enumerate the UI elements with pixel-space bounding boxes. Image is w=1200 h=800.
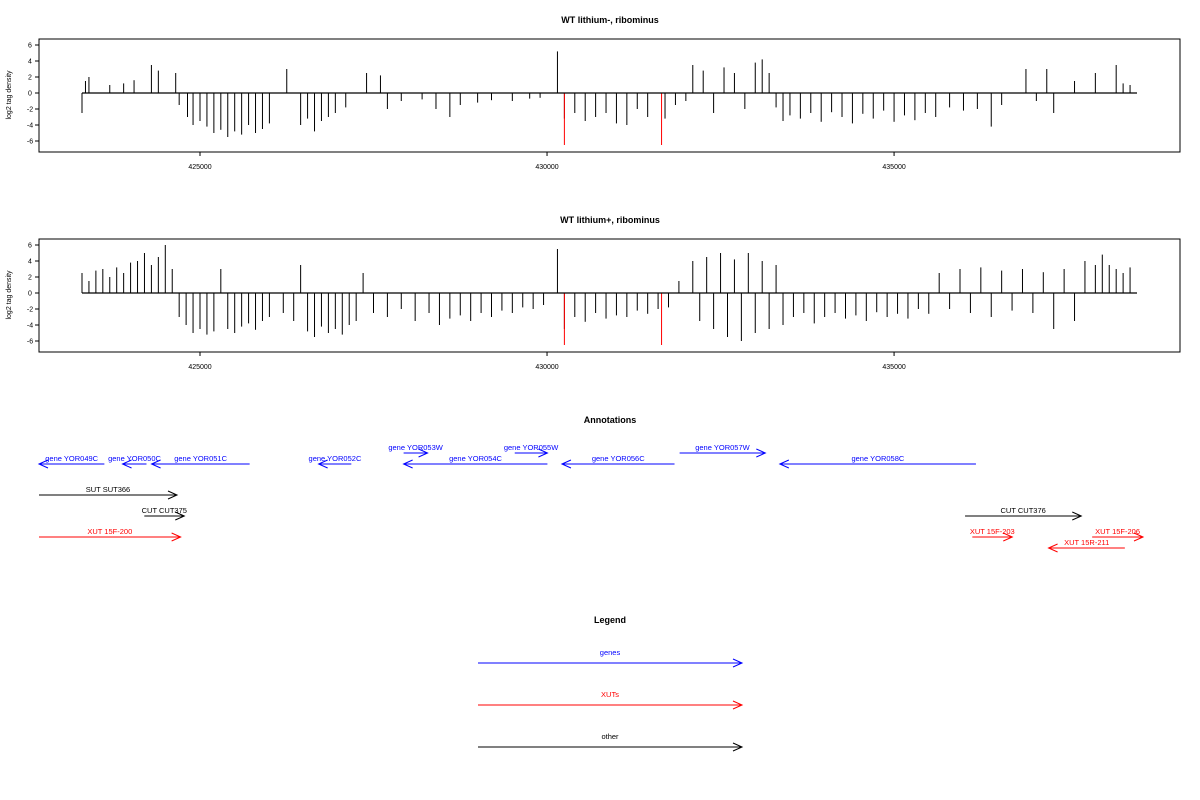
x-axis: 425000 430000 435000	[188, 152, 906, 171]
legend: Legend genes XUTs other	[478, 615, 744, 752]
x-tick-label: 425000	[188, 164, 211, 171]
annotation-label: gene YOR051C	[174, 454, 227, 463]
annotation-label: gene YOR056C	[592, 454, 645, 463]
annotation-arrow: XUT 15F-203	[970, 527, 1015, 542]
y-tick-label: -4	[27, 323, 33, 330]
annotation-arrow: gene YOR050C	[108, 454, 161, 469]
annotation-label: gene YOR054C	[449, 454, 502, 463]
plot-frame	[38, 238, 1181, 353]
legend-items: genes XUTs other	[478, 648, 744, 752]
y-tick-label: -2	[27, 307, 33, 314]
y-axis-label: log2 tag density	[6, 270, 13, 320]
legend-item: genes	[478, 648, 744, 668]
bar-series	[81, 51, 1131, 145]
panel-title: WT lithium+, ribominus	[560, 215, 660, 225]
annotation-label: CUT CUT376	[1001, 506, 1046, 515]
x-axis: 425000 430000 435000	[188, 352, 906, 371]
annotation-arrow: XUT 15R-211	[1047, 538, 1125, 553]
annotation-arrow: CUT CUT376	[965, 506, 1083, 521]
annotation-label: gene YOR049C	[45, 454, 98, 463]
y-tick-label: 0	[28, 91, 32, 98]
legend-label: genes	[600, 648, 621, 657]
legend-item: XUTs	[478, 690, 744, 710]
annotations-track: Annotations gene YOR049C gene YOR050C gene…	[37, 415, 1145, 553]
track-panel-lithium-plus: WT lithium+, ribominus log2 tag density …	[6, 215, 1181, 371]
y-tick-label: 0	[28, 291, 32, 298]
y-tick-label: -6	[27, 339, 33, 346]
annotation-arrow: XUT 15F-206	[1092, 527, 1145, 542]
y-tick-label: -2	[27, 107, 33, 114]
annotation-arrow: gene YOR051C	[150, 454, 250, 469]
y-tick-label: 2	[28, 75, 32, 82]
annotation-label: XUT 15F-206	[1095, 527, 1140, 536]
annotation-arrow: gene YOR055W	[504, 443, 559, 458]
y-tick-label: 4	[28, 59, 32, 66]
annotation-label: gene YOR057W	[695, 443, 750, 452]
y-tick-label: 2	[28, 275, 32, 282]
legend-label: other	[601, 732, 619, 741]
x-tick-label: 425000	[188, 364, 211, 371]
annotation-label: XUT 15F-200	[87, 527, 132, 536]
plot-frame	[38, 38, 1181, 153]
annotation-arrow: gene YOR056C	[560, 454, 675, 469]
annotation-label: XUT 15F-203	[970, 527, 1015, 536]
annotation-arrow: gene YOR057W	[679, 443, 767, 458]
annotation-arrow: gene YOR053W	[388, 443, 444, 458]
annotation-label: gene YOR052C	[309, 454, 362, 463]
annotation-label: gene YOR055W	[504, 443, 559, 452]
annotation-arrow: gene YOR052C	[309, 454, 362, 469]
annotation-label: gene YOR058C	[851, 454, 904, 463]
annotation-label: gene YOR050C	[108, 454, 161, 463]
legend-item: other	[478, 732, 744, 752]
annotation-arrow: SUT SUT366	[39, 485, 179, 500]
y-axis: -6 -4 -2 0 2 4 6	[27, 243, 39, 346]
legend-label: XUTs	[601, 690, 619, 699]
annotation-arrow: gene YOR054C	[402, 454, 548, 469]
annotation-label: XUT 15R-211	[1064, 538, 1109, 547]
annotation-label: CUT CUT375	[142, 506, 187, 515]
annotation-arrow: XUT 15F-200	[39, 527, 182, 542]
y-tick-label: 4	[28, 259, 32, 266]
annotation-features: gene YOR049C gene YOR050C gene YOR051C gene…	[37, 443, 1145, 553]
x-tick-label: 430000	[535, 364, 558, 371]
y-tick-label: -6	[27, 139, 33, 146]
y-axis: -6 -4 -2 0 2 4 6	[27, 43, 39, 146]
y-tick-label: -4	[27, 123, 33, 130]
x-tick-label: 435000	[882, 364, 905, 371]
bar-series	[81, 245, 1131, 345]
annotation-label: SUT SUT366	[86, 485, 130, 494]
annotation-arrow: gene YOR049C	[37, 454, 105, 469]
track-panel-lithium-minus: WT lithium-, ribominus log2 tag density …	[6, 15, 1181, 171]
annotation-arrow: CUT CUT375	[142, 506, 187, 521]
y-tick-label: 6	[28, 243, 32, 250]
annotations-title: Annotations	[584, 415, 637, 425]
y-axis-label: log2 tag density	[6, 70, 13, 120]
panel-title: WT lithium-, ribominus	[561, 15, 659, 25]
annotation-arrow: gene YOR058C	[778, 454, 976, 469]
x-tick-label: 430000	[535, 164, 558, 171]
y-tick-label: 6	[28, 43, 32, 50]
annotation-label: gene YOR053W	[388, 443, 443, 452]
x-tick-label: 435000	[882, 164, 905, 171]
legend-title: Legend	[594, 615, 626, 625]
